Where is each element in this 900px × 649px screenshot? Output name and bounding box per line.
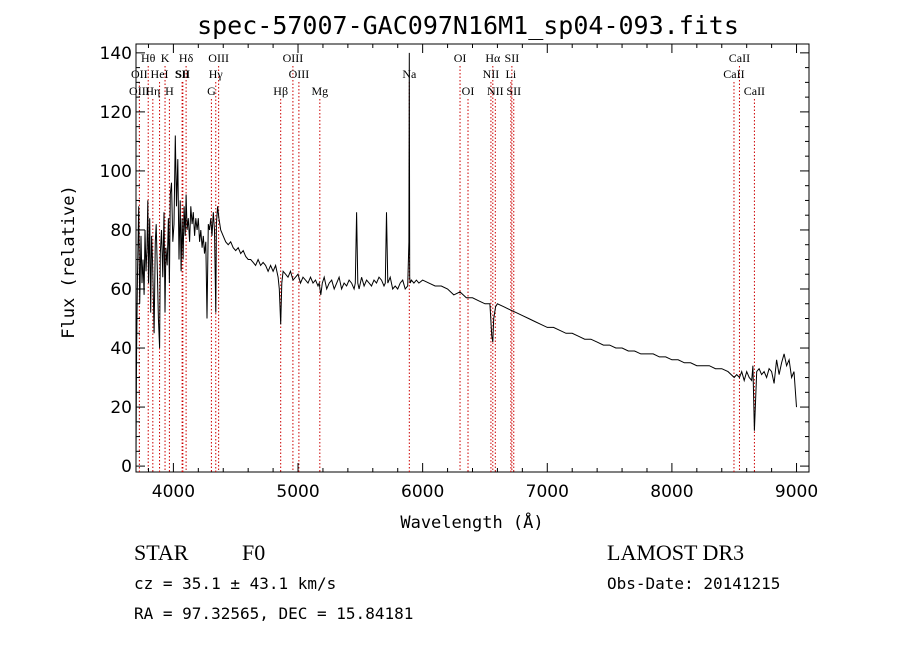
x-tick-label: 9000 — [775, 482, 818, 502]
x-tick-label: 4000 — [152, 482, 195, 502]
line-marker-label: G — [207, 84, 216, 98]
plot-frame — [135, 43, 810, 473]
line-marker-label: CaII — [729, 51, 750, 65]
line-marker-label: SII — [505, 51, 520, 65]
chart-title: spec-57007-GAC097N16M1_sp04-093.fits — [197, 11, 739, 40]
x-tick-label: 8000 — [650, 482, 693, 502]
line-marker-label: NII — [487, 84, 504, 98]
line-marker-label: SII — [506, 84, 521, 98]
line-marker-label: OIII — [283, 51, 304, 65]
line-marker-label: CaII — [744, 84, 765, 98]
line-marker-label: K — [161, 51, 170, 65]
y-tick-label: 20 — [110, 398, 132, 418]
object-subclass: F0 — [242, 540, 266, 565]
line-marker-group — [138, 66, 755, 472]
spectrum-line — [135, 52, 797, 461]
line-marker-label: Hδ — [179, 51, 194, 65]
x-tick-label: 7000 — [526, 482, 569, 502]
line-marker-label: OI — [462, 84, 475, 98]
line-marker-label: Mg — [311, 84, 328, 98]
line-marker-label: SII — [175, 67, 190, 81]
axis-ticks — [136, 44, 809, 472]
object-class: STAR — [134, 540, 189, 565]
line-marker-label: Hη — [145, 84, 160, 98]
line-marker-label: OIII — [208, 51, 229, 65]
line-marker-label: OIII — [289, 67, 310, 81]
x-tick-label: 6000 — [401, 482, 444, 502]
line-marker-label: Hα — [485, 51, 501, 65]
x-tick-label: 5000 — [276, 482, 319, 502]
observation-date: Obs-Date: 20141215 — [607, 574, 781, 593]
y-tick-label: 120 — [100, 103, 132, 123]
line-marker-label: SII — [176, 67, 191, 81]
y-axis-label: Flux (relative) — [59, 185, 79, 339]
line-marker-label: OI — [454, 51, 467, 65]
y-tick-label: 0 — [121, 457, 132, 477]
line-marker-label: H — [165, 84, 174, 98]
axis-tick-labels: 4000 5000 6000 7000 8000 9000 0 20 40 60 80 100 120 1… — [100, 44, 819, 502]
line-marker-label: NII — [483, 67, 500, 81]
y-tick-label: 80 — [110, 221, 132, 241]
line-marker-label: OII — [131, 67, 148, 81]
y-tick-label: 100 — [100, 162, 132, 182]
survey-name: LAMOST DR3 — [607, 540, 745, 565]
redshift-cz: cz = 35.1 ± 43.1 km/s — [134, 574, 337, 593]
y-tick-label: 60 — [110, 280, 132, 300]
line-marker-label: CaII — [723, 67, 744, 81]
line-marker-label: Li — [506, 67, 517, 81]
line-marker-label: Hγ — [209, 67, 224, 81]
y-tick-label: 40 — [110, 339, 132, 359]
ra-dec-coordinates: RA = 97.32565, DEC = 15.84181 — [134, 604, 414, 623]
y-tick-label: 140 — [100, 44, 132, 64]
line-marker-label: Hθ — [141, 51, 156, 65]
line-marker-label: OIII — [129, 84, 150, 98]
x-axis-label: Wavelength (Å) — [400, 511, 543, 533]
line-marker-label: HeI — [151, 67, 169, 81]
line-marker-label: Hβ — [273, 84, 288, 98]
